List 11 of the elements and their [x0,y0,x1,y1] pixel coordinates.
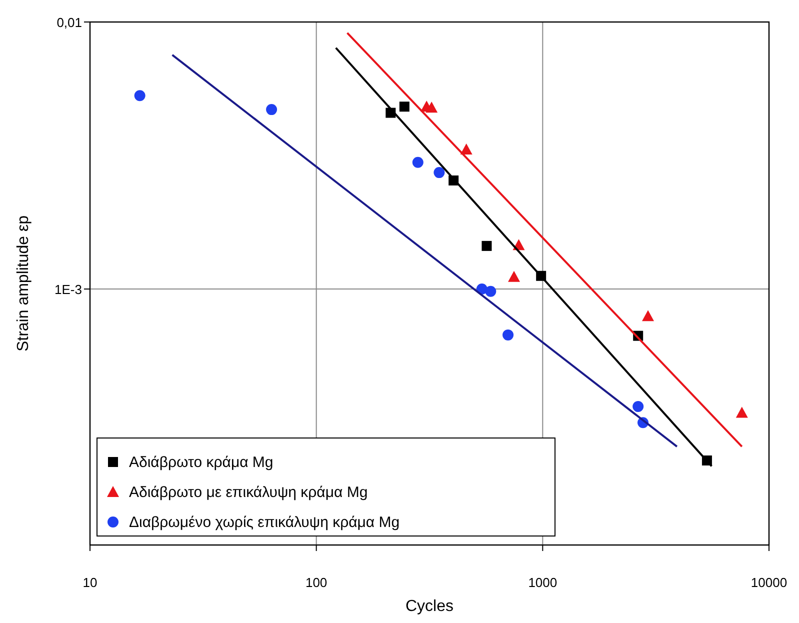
x-axis-title: Cycles [405,598,454,615]
legend-label: Αδιάβρωτο με επικάλυψη κράμα Mg [129,484,368,501]
legend-label: Αδιάβρωτο κράμα Mg [129,454,274,471]
x-tick-label: 10000 [750,575,788,590]
x-tick-label: 10 [82,575,98,590]
x-tick-label: 100 [305,575,328,590]
y-tick-label: 1E-3 [54,282,82,298]
y-axis-title: Strain amplitude εp [15,215,32,352]
legend-label: Διαβρωμένο χωρίς επικάλυψη κράμα Mg [129,514,400,531]
x-tick-label: 1000 [528,575,558,590]
y-tick-label: 0,01 [56,15,82,30]
